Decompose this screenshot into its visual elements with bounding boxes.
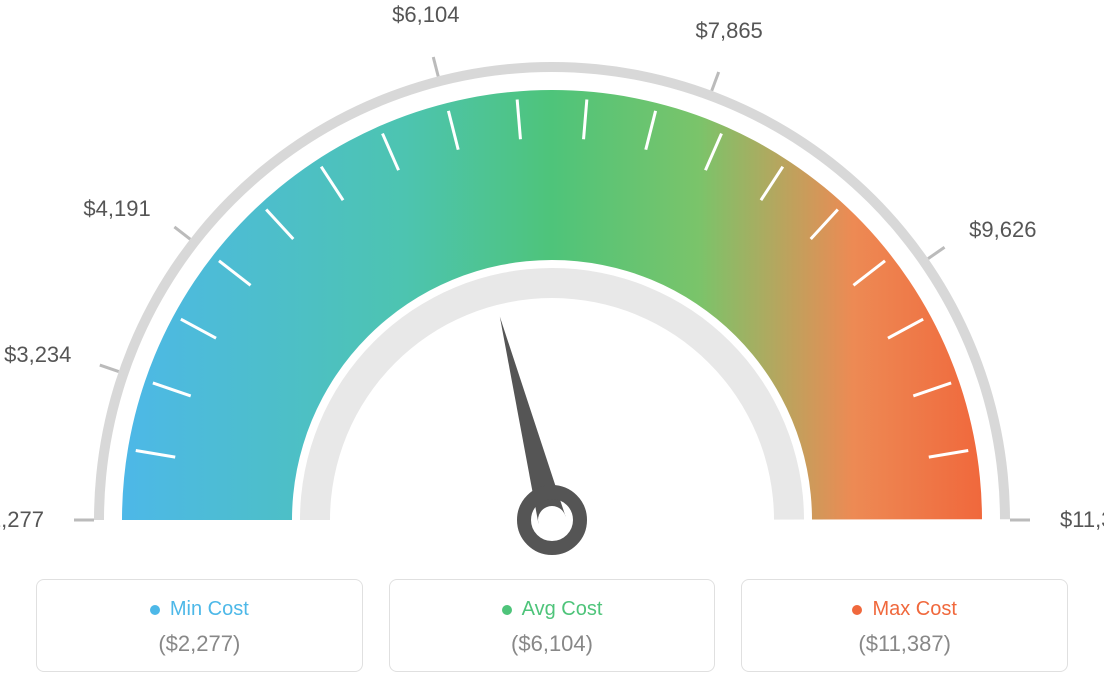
gauge-tick-label: $4,191	[83, 196, 150, 222]
max-cost-title: Max Cost	[852, 598, 956, 621]
max-cost-label: Max Cost	[872, 598, 956, 621]
avg-dot-icon	[502, 605, 512, 615]
max-cost-value: ($11,387)	[752, 631, 1057, 657]
min-cost-card: Min Cost ($2,277)	[36, 579, 363, 672]
summary-cards: Min Cost ($2,277) Avg Cost ($6,104) Max …	[0, 579, 1104, 672]
gauge-svg	[52, 20, 1052, 560]
max-dot-icon	[852, 605, 862, 615]
min-cost-value: ($2,277)	[47, 631, 352, 657]
gauge-tick-label: $9,626	[969, 217, 1036, 243]
min-cost-title: Min Cost	[150, 598, 249, 621]
gauge-tick-label: $2,277	[0, 507, 44, 533]
min-cost-label: Min Cost	[170, 598, 249, 621]
max-cost-card: Max Cost ($11,387)	[741, 579, 1068, 672]
avg-cost-label: Avg Cost	[522, 598, 603, 621]
gauge-tick-label: $3,234	[4, 342, 71, 368]
min-dot-icon	[150, 605, 160, 615]
gauge-tick-label: $7,865	[696, 18, 763, 44]
gauge-chart-container: $2,277 $3,234 $4,191 $6,104 $7,865 $9,626 $11,…	[0, 0, 1104, 690]
avg-cost-title: Avg Cost	[502, 598, 603, 621]
avg-cost-value: ($6,104)	[400, 631, 705, 657]
gauge-tick-label: $11,387	[1060, 507, 1104, 533]
gauge-tick-label: $6,104	[392, 2, 459, 28]
avg-cost-card: Avg Cost ($6,104)	[389, 579, 716, 672]
gauge-area: $2,277 $3,234 $4,191 $6,104 $7,865 $9,626 $11,…	[0, 0, 1104, 560]
